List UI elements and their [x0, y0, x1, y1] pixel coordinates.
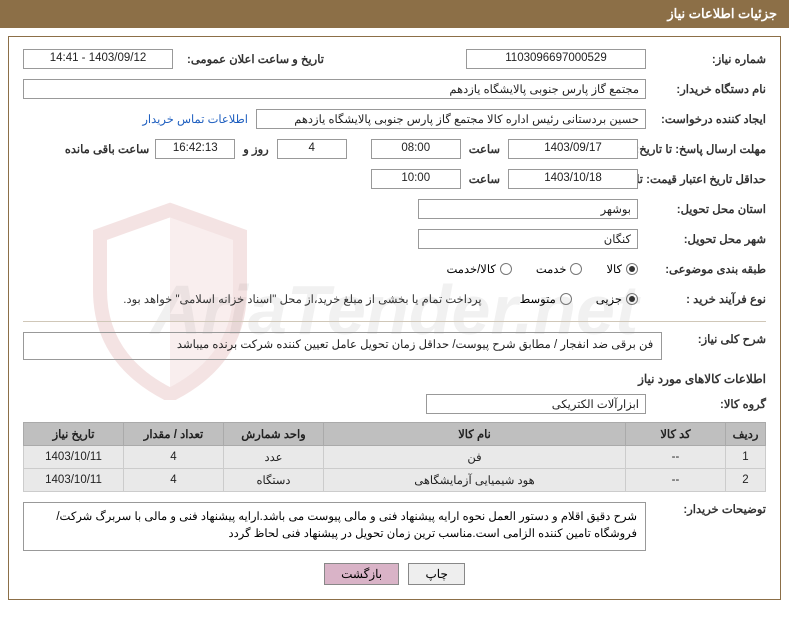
label-days-and: روز و: [235, 142, 276, 156]
row-price-validity: حداقل تاریخ اعتبار قیمت: تا 1403/10/18 س…: [23, 167, 766, 191]
label-announce-dt: تاریخ و ساعت اعلان عمومی:: [181, 52, 324, 66]
table-row: 2--هود شیمیایی آزمایشگاهیدستگاه41403/10/…: [24, 469, 766, 492]
goods-info-title: اطلاعات کالاهای مورد نیاز: [23, 372, 766, 386]
field-price-time: 10:00: [371, 169, 461, 189]
radio-icon: [500, 263, 512, 275]
row-need-no: شماره نیاز: 1103096697000529 تاریخ و ساع…: [23, 47, 766, 71]
field-buyer-org: مجتمع گاز پارس جنوبی پالایشگاه یازدهم: [23, 79, 646, 99]
table-header-row: ردیفکد کالانام کالاواحد شمارشتعداد / مقد…: [24, 423, 766, 446]
radio-label: جزیی: [596, 292, 622, 306]
table-cell: 1403/10/11: [24, 446, 124, 469]
radio-option[interactable]: کالا/خدمت: [447, 262, 512, 276]
radio-label: کالا/خدمت: [447, 262, 496, 276]
table-cell: 2: [726, 469, 766, 492]
radio-label: متوسط: [520, 292, 556, 306]
field-buyer-notes: شرح دقیق اقلام و دستور العمل نحوه ارایه …: [23, 502, 646, 551]
row-subject-class: طبقه بندی موضوعی: کالا خدمت کالا/خدمت: [23, 257, 766, 281]
table-cell: فن: [324, 446, 626, 469]
row-province: استان محل تحویل: بوشهر: [23, 197, 766, 221]
row-general-desc: شرح کلی نیاز: فن برقی ضد انفجار / مطابق …: [23, 332, 766, 360]
field-remain-time: 16:42:13: [155, 139, 235, 159]
row-buyer-notes: توضیحات خریدار: شرح دقیق اقلام و دستور ا…: [23, 502, 766, 551]
table-cell: 1: [726, 446, 766, 469]
table-cell: دستگاه: [224, 469, 324, 492]
page-title-bar: جزئیات اطلاعات نیاز: [0, 0, 789, 28]
divider-1: [23, 321, 766, 322]
label-buyer-notes: توضیحات خریدار:: [646, 502, 766, 516]
label-need-no: شماره نیاز:: [646, 52, 766, 66]
radio-label: خدمت: [536, 262, 567, 276]
field-city: کنگان: [418, 229, 638, 249]
label-general-desc: شرح کلی نیاز:: [662, 332, 766, 346]
field-price-date: 1403/10/18: [508, 169, 638, 189]
radio-icon: [626, 293, 638, 305]
field-remain-days: 4: [277, 139, 347, 159]
row-requester: ایجاد کننده درخواست: حسین بردستانی رئیس …: [23, 107, 766, 131]
table-cell: 4: [124, 446, 224, 469]
link-buyer-contact[interactable]: اطلاعات تماس خریدار: [142, 112, 248, 126]
label-goods-group: گروه کالا:: [646, 397, 766, 411]
table-cell: هود شیمیایی آزمایشگاهی: [324, 469, 626, 492]
label-city: شهر محل تحویل:: [638, 232, 766, 246]
radio-label: کالا: [606, 262, 622, 276]
table-header-cell: تاریخ نیاز: [24, 423, 124, 446]
row-response-deadline: مهلت ارسال پاسخ: تا تاریخ: 1403/09/17 سا…: [23, 137, 766, 161]
label-hour-1: ساعت: [461, 142, 508, 156]
table-body: 1--فنعدد41403/10/112--هود شیمیایی آزمایش…: [24, 446, 766, 492]
back-button[interactable]: بازگشت: [324, 563, 399, 585]
table-row: 1--فنعدد41403/10/11: [24, 446, 766, 469]
radio-option[interactable]: کالا: [606, 262, 638, 276]
table-header-cell: کد کالا: [626, 423, 726, 446]
label-province: استان محل تحویل:: [638, 202, 766, 216]
table-header-cell: تعداد / مقدار: [124, 423, 224, 446]
table-cell: عدد: [224, 446, 324, 469]
row-purchase-type: نوع فرآیند خرید : جزیی متوسط پرداخت تمام …: [23, 287, 766, 311]
field-requester: حسین بردستانی رئیس اداره کالا مجتمع گاز …: [256, 109, 646, 129]
purchase-radio-group: جزیی متوسط: [502, 292, 638, 306]
print-button[interactable]: چاپ: [408, 563, 464, 585]
field-goods-group: ابزارآلات الکتریکی: [426, 394, 646, 414]
table-cell: --: [626, 469, 726, 492]
field-general-desc: فن برقی ضد انفجار / مطابق شرح پیوست/ حدا…: [23, 332, 662, 360]
label-remaining: ساعت باقی مانده: [59, 142, 155, 156]
payment-note: پرداخت تمام یا بخشی از مبلغ خرید،از محل …: [117, 292, 481, 306]
button-row: چاپ بازگشت: [23, 563, 766, 585]
table-cell: 4: [124, 469, 224, 492]
goods-table: ردیفکد کالانام کالاواحد شمارشتعداد / مقد…: [23, 422, 766, 492]
main-panel: شماره نیاز: 1103096697000529 تاریخ و ساع…: [8, 36, 781, 600]
label-buyer-org: نام دستگاه خریدار:: [646, 82, 766, 96]
label-price-validity: حداقل تاریخ اعتبار قیمت: تا: [638, 172, 766, 186]
radio-option[interactable]: متوسط: [520, 292, 572, 306]
radio-option[interactable]: جزیی: [596, 292, 638, 306]
label-response-deadline: مهلت ارسال پاسخ: تا تاریخ:: [638, 142, 766, 156]
label-requester: ایجاد کننده درخواست:: [646, 112, 766, 126]
radio-option[interactable]: خدمت: [536, 262, 583, 276]
table-header-cell: ردیف: [726, 423, 766, 446]
row-buyer-org: نام دستگاه خریدار: مجتمع گاز پارس جنوبی …: [23, 77, 766, 101]
table-header-cell: نام کالا: [324, 423, 626, 446]
radio-icon: [560, 293, 572, 305]
row-goods-group: گروه کالا: ابزارآلات الکتریکی: [23, 392, 766, 416]
page-title: جزئیات اطلاعات نیاز: [667, 6, 777, 21]
field-need-no: 1103096697000529: [466, 49, 646, 69]
subject-radio-group: کالا خدمت کالا/خدمت: [429, 262, 639, 276]
row-city: شهر محل تحویل: کنگان: [23, 227, 766, 251]
radio-icon: [626, 263, 638, 275]
field-resp-date: 1403/09/17: [508, 139, 638, 159]
label-subject-class: طبقه بندی موضوعی:: [638, 262, 766, 276]
outer-frame: شماره نیاز: 1103096697000529 تاریخ و ساع…: [0, 28, 789, 608]
table-cell: --: [626, 446, 726, 469]
table-cell: 1403/10/11: [24, 469, 124, 492]
field-announce-dt: 1403/09/12 - 14:41: [23, 49, 173, 69]
field-province: بوشهر: [418, 199, 638, 219]
table-header-cell: واحد شمارش: [224, 423, 324, 446]
label-purchase-type: نوع فرآیند خرید :: [638, 292, 766, 306]
label-hour-2: ساعت: [461, 172, 508, 186]
radio-icon: [570, 263, 582, 275]
field-resp-time: 08:00: [371, 139, 461, 159]
